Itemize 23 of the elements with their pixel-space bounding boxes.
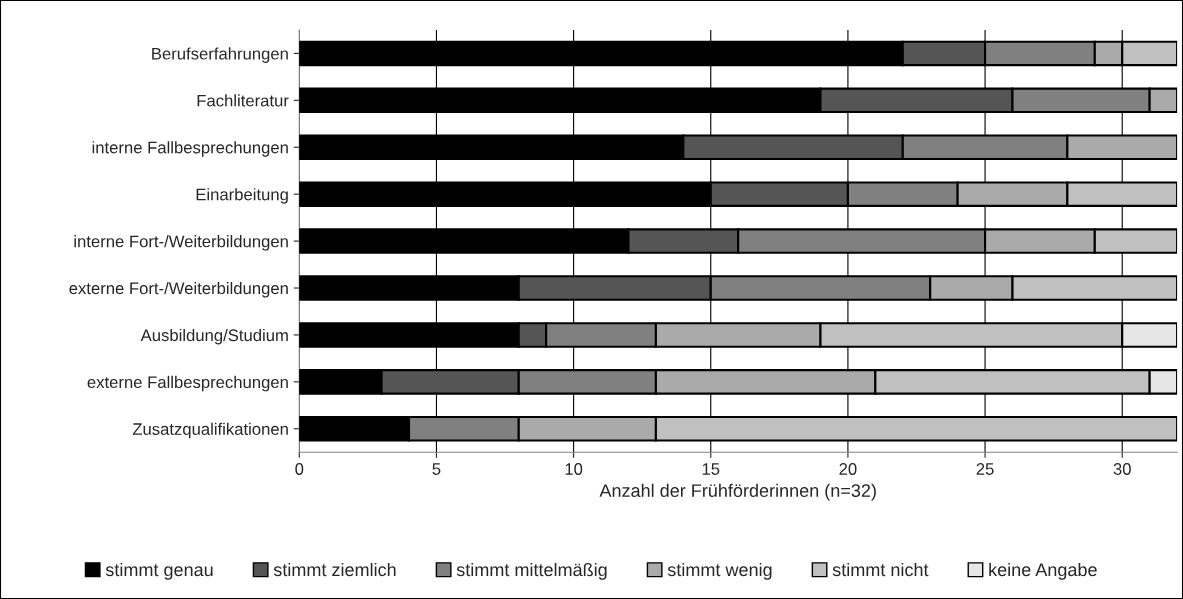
x-tick-label: 0 — [295, 463, 304, 475]
y-tick-label: Ausbildung/Studium — [140, 328, 288, 345]
y-tick-label: Berufserfahrungen — [152, 47, 288, 63]
y-tick-label: interne Fort-/Weiterbildungen — [74, 235, 288, 251]
x-tick-label: 30 — [1113, 463, 1131, 475]
y-tick-label: Einarbeitung — [196, 188, 288, 204]
y-tick-label: Zusatzqualifikationen — [132, 422, 288, 439]
y-tick-label: externe Fallbesprechungen — [87, 375, 288, 392]
legend-label: stimmt nicht — [832, 562, 929, 577]
x-axis-title: Anzahl der Frühförderinnen (n=32) — [599, 483, 876, 501]
y-tick-label: externe Fort-/Weiterbildungen — [69, 281, 288, 298]
legend-label: stimmt ziemlich — [273, 562, 396, 577]
x-tick-label: 25 — [976, 463, 994, 475]
x-tick-label: 20 — [839, 463, 857, 475]
legend-label: stimmt genau — [105, 562, 213, 580]
x-tick-label: 10 — [565, 463, 583, 475]
x-tick-label: 15 — [702, 463, 720, 475]
y-tick-label: Fachliteratur — [197, 94, 289, 107]
legend-label: stimmt wenig — [667, 562, 772, 580]
x-tick-label: 5 — [432, 463, 441, 475]
legend-label: keine Angabe — [989, 562, 1097, 580]
y-tick-label: interne Fallbesprechungen — [92, 141, 288, 157]
legend-label: stimmt mittelmäßig — [456, 562, 607, 580]
